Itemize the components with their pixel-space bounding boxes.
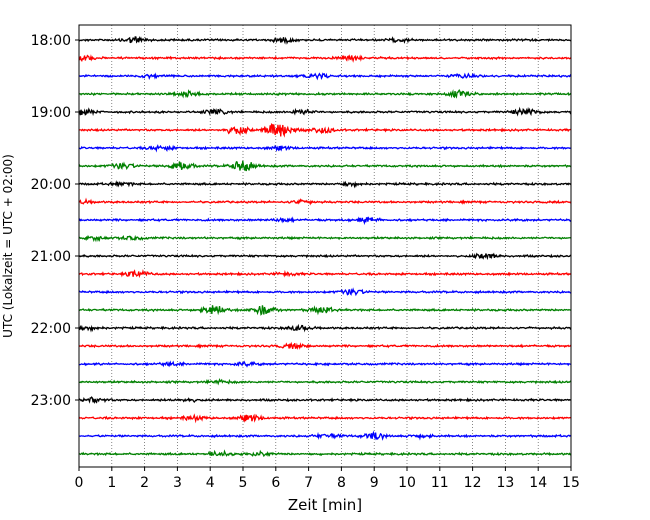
x-tick-label: 8	[337, 475, 346, 491]
trace-line-1930	[79, 144, 572, 153]
trace-line-2230	[78, 360, 572, 368]
x-tick-label: 13	[496, 475, 514, 491]
x-tick-label: 1	[107, 475, 116, 491]
y-tick-label: 23:00	[31, 393, 71, 409]
trace-line-2130	[78, 287, 572, 297]
y-axis-label: UTC (Lokalzeit = UTC + 02:00)	[1, 154, 15, 338]
x-tick-label: 3	[173, 475, 182, 491]
x-tick-label: 9	[370, 475, 379, 491]
x-tick-label: 4	[206, 475, 215, 491]
trace-line-1830	[78, 72, 572, 81]
trace-line-1945	[78, 160, 572, 172]
trace-line-2300	[78, 396, 572, 405]
x-tick-label: 6	[271, 475, 280, 491]
trace-line-2015	[78, 197, 572, 206]
x-tick-label: 10	[398, 475, 416, 491]
trace-line-2115	[78, 268, 572, 279]
y-tick-label: 18:00	[31, 33, 71, 49]
trace-line-2200	[78, 323, 572, 333]
x-tick-label: 15	[562, 475, 580, 491]
y-tick-label: 22:00	[31, 321, 71, 337]
trace-line-1900	[78, 106, 572, 117]
trace-line-2145	[78, 305, 572, 316]
x-tick-label: 2	[140, 475, 149, 491]
y-tick-label: 21:00	[31, 249, 71, 265]
x-axis-ticks: 0 1 2 3 4 5 6 7 8 9 10 11 12 13 14 15	[75, 467, 580, 491]
trace-line-1845	[78, 88, 572, 99]
y-tick-label: 19:00	[31, 105, 71, 121]
y-axis-ticks: 18:00 19:00 20:00 21:00 22:00 23:00	[31, 33, 79, 409]
x-tick-label: 7	[304, 475, 313, 491]
trace-line-2345	[78, 449, 572, 458]
x-tick-label: 11	[431, 475, 449, 491]
x-axis-label: Zeit [min]	[288, 496, 362, 514]
x-tick-label: 12	[464, 475, 482, 491]
trace-series-group	[78, 35, 572, 458]
trace-line-2315	[78, 413, 572, 424]
x-tick-label: 0	[75, 475, 84, 491]
trace-line-2000	[78, 180, 572, 189]
trace-line-2045	[78, 234, 572, 243]
y-tick-label: 20:00	[31, 177, 71, 193]
trace-line-2030	[78, 216, 572, 226]
trace-line-2215	[78, 341, 572, 350]
x-tick-label: 5	[239, 475, 248, 491]
trace-line-2330	[78, 430, 572, 441]
trace-line-1800	[78, 35, 572, 45]
trace-line-2100	[78, 252, 572, 261]
plot-frame	[78, 24, 572, 468]
trace-line-2245	[78, 377, 572, 386]
trace-line-1915	[78, 123, 572, 138]
x-tick-label: 14	[529, 475, 547, 491]
trace-line-1815	[78, 54, 572, 63]
